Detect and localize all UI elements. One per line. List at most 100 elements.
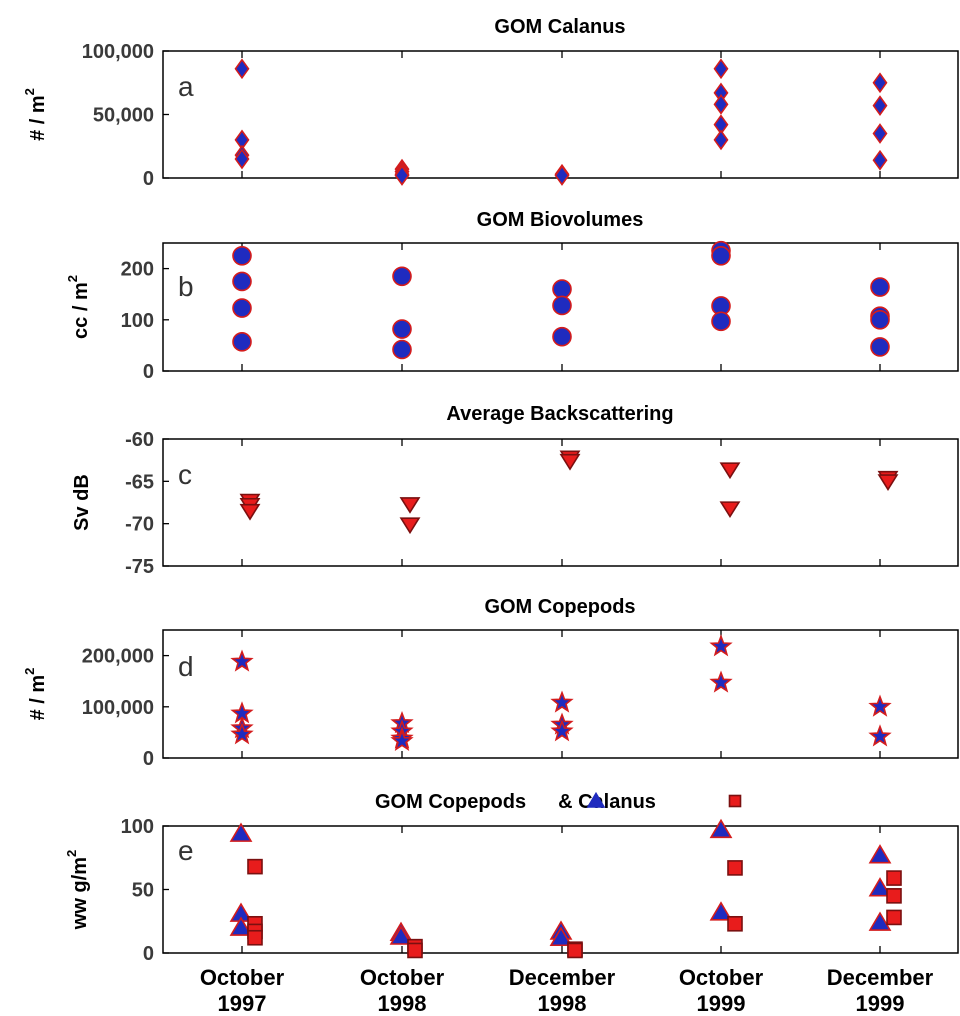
y-tick-label: -60 [125,429,154,451]
square-marker [886,870,902,886]
circle-marker [552,326,572,347]
square-marker [567,942,583,959]
y-axis-label: cc / m2 [65,275,92,339]
panel-title: GOM Biovolumes [477,209,644,231]
plot-frame [162,242,959,372]
y-axis-label: # / m2 [22,88,49,141]
diamond-marker [713,58,729,80]
panel-letter: d [178,651,194,682]
star-marker [550,719,574,742]
y-axis-label: ww g/m2 [64,850,91,930]
panel-title: GOM Copepods & Calanus [375,791,656,813]
plot-frame [162,438,959,567]
y-tick-label: 100,000 [82,41,154,63]
panel-letter: b [178,271,194,302]
x-tick-label: October 1997 [200,965,285,1016]
star-marker [230,722,254,745]
circle-marker [392,319,412,339]
circle-marker [232,332,252,352]
star-marker [868,694,892,717]
diamond-marker [872,95,888,116]
triangle-up-marker [868,844,892,864]
circle-marker [870,309,890,330]
triangle-down-marker [399,497,421,514]
y-tick-label: 50 [132,880,154,902]
circle-marker [552,279,572,299]
triangle-up-marker [709,818,733,839]
triangle-up-marker [868,911,892,931]
x-tick-label: October 1999 [679,965,764,1016]
circle-marker [870,337,890,357]
panel-a: GOM Calanus a 0 50,000 100,000 # / m2 [22,16,959,190]
data-points [234,58,888,186]
diamond-marker [872,123,888,144]
data-points [232,240,890,360]
square-marker [247,858,263,875]
circle-marker [232,246,252,266]
y-tick-label: 200 [121,259,154,281]
y-tick-label: 0 [143,361,154,383]
star-marker [390,728,414,752]
star-marker [868,724,892,747]
square-marker [247,929,263,946]
y-tick-label: 0 [143,748,154,770]
y-tick-label: -65 [125,471,154,493]
triangle-down-marker [399,517,421,535]
circle-marker [392,266,412,287]
triangle-down-marker [559,453,581,471]
y-tick-label: 0 [143,168,154,190]
panel-c: Average Backscattering c -75 -70 -65 -60 Sv dB [71,403,959,578]
y-tick-label: 100,000 [82,697,154,719]
square-marker [727,860,743,876]
panel-title: GOM Copepods [484,596,635,618]
square-marker [407,942,423,959]
panel-e: GOM Copepods & Calanus e 0 50 100 ww g/m2 [64,791,959,965]
x-tick-label: December 1998 [509,965,616,1016]
panel-title: Average Backscattering [446,403,673,425]
square-marker [727,915,743,932]
triangle-up-marker [229,822,253,842]
triangle-down-marker [239,503,261,521]
x-tick-label: December 1999 [827,965,934,1016]
data-points [239,450,899,535]
data-points [229,818,902,959]
triangle-up-marker [868,877,892,897]
triangle-up-marker [709,901,733,921]
triangle-up-marker [389,925,413,945]
y-axis-label: Sv dB [71,474,93,531]
square-marker [886,909,902,926]
y-tick-label: -70 [125,514,154,536]
y-tick-label: 200,000 [82,646,154,668]
plot-frame [162,629,959,759]
triangle-down-marker [877,474,899,491]
panel-letter: c [178,459,192,490]
star-marker [709,670,733,693]
star-marker [230,649,254,672]
panel-b: GOM Biovolumes b 0 100 200 cc / m2 [65,209,959,383]
data-points [230,634,892,752]
circle-marker [392,339,412,360]
diamond-marker [872,72,888,94]
diamond-marker [713,93,729,115]
star-marker [550,690,574,713]
y-tick-label: 50,000 [93,105,154,127]
triangle-down-marker [719,462,741,480]
legend-square-marker [728,794,742,808]
circle-marker [232,271,252,292]
triangle-up-marker [229,916,253,936]
diamond-marker [234,58,250,80]
triangle-up-marker [549,926,573,947]
circle-marker [711,246,731,266]
circle-marker [232,298,252,318]
diamond-marker [394,165,410,186]
circle-marker [552,295,572,316]
circle-marker [870,277,890,297]
y-tick-label: 0 [143,943,154,965]
diamond-marker [554,165,570,186]
panel-title: GOM Calanus [494,16,625,38]
y-tick-label: 100 [121,310,154,332]
diamond-marker [872,149,888,171]
legend-triangle-marker [586,791,606,808]
diamond-marker [234,148,250,170]
